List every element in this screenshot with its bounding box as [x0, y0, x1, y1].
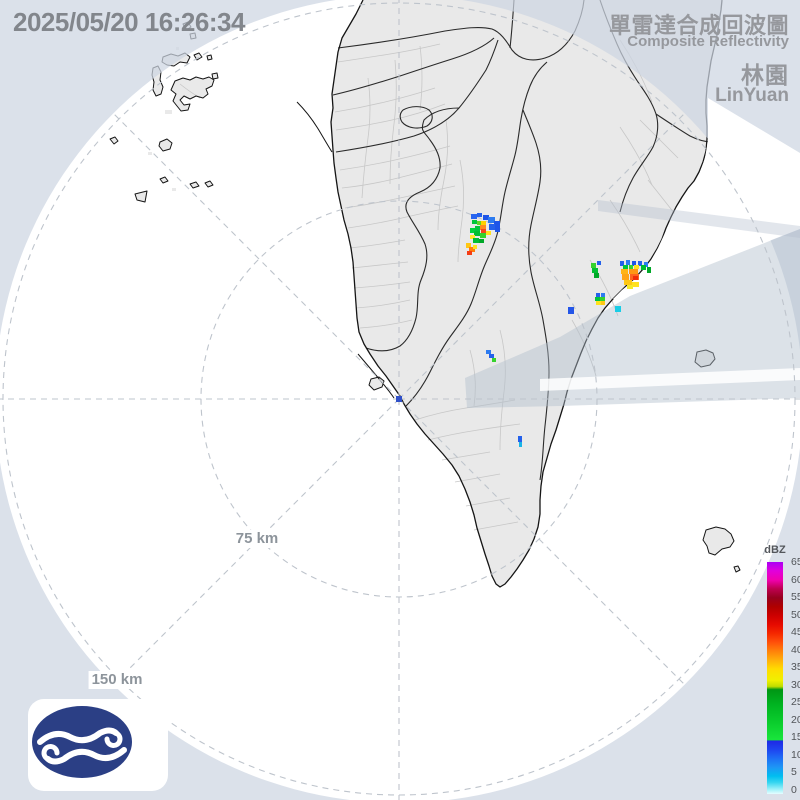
echo-cell [477, 221, 481, 225]
radar-site-marker [396, 396, 402, 402]
range-label-150km: 150 km [88, 671, 146, 689]
echo-cell [479, 239, 484, 243]
station-name-zh: 林園 [741, 62, 789, 88]
echo-cell [474, 231, 480, 236]
coastline [109, 0, 741, 588]
colorbar [767, 562, 783, 794]
echo-cell [473, 245, 477, 249]
echo-cell [601, 301, 605, 305]
echo-cell [595, 297, 600, 301]
colorbar-tick: 25 [791, 696, 800, 709]
echo-cell [489, 224, 495, 230]
colorbar-tick: 35 [791, 661, 800, 674]
colorbar-tick: 10 [791, 748, 800, 761]
echo-cell [494, 221, 500, 227]
echo-cell [638, 261, 642, 266]
echo-cell [519, 442, 522, 447]
blockage-wedge-main [465, 229, 800, 408]
echo-cell [629, 265, 633, 269]
green-island [695, 350, 715, 367]
taiwan-mainland [331, 0, 722, 587]
logo-wave-icon [37, 727, 127, 765]
range-ring-75km [200, 200, 598, 598]
echo-cell [620, 261, 624, 266]
range-label-75km: 75 km [232, 530, 282, 548]
timestamp: 2025/05/20 16:26:34 [13, 7, 245, 37]
echo-cell [488, 217, 495, 223]
echo-cell [632, 261, 636, 266]
echo-cell [568, 307, 574, 314]
echo-cell [626, 260, 630, 265]
cwa-logo [28, 699, 168, 791]
clear-sector-northeast [613, 98, 800, 300]
echo-cell [596, 301, 601, 305]
echo-cell [641, 265, 646, 270]
echo-cell [629, 269, 638, 274]
colorbar-tick: 5 [791, 766, 797, 779]
echo-cell [475, 226, 480, 231]
colorbar-tick: 30 [791, 678, 800, 691]
echo-cell [481, 221, 486, 226]
colorbar-tick: 60 [791, 573, 800, 586]
echo-cell [592, 268, 598, 273]
blockage-band-north [598, 200, 800, 238]
echo-cell [467, 251, 472, 255]
echo-cell [596, 293, 600, 297]
echo-cell [481, 229, 486, 233]
echo-cell [597, 261, 601, 265]
lanyu-island [703, 527, 734, 555]
colorbar-unit-label: dBZ [764, 544, 786, 556]
echo-cell [624, 280, 632, 285]
echo-cell [594, 273, 599, 278]
product-title-zh: 單雷達合成回波圖 [608, 13, 789, 38]
echo-cell [489, 354, 494, 358]
echo-cell [466, 243, 471, 248]
echo-cell [470, 228, 475, 233]
echo-cell [483, 215, 489, 220]
echo-cell [633, 276, 638, 280]
sandbar-spit [296, 101, 333, 153]
echo-cell [600, 297, 605, 301]
colorbar-tick: 65 [791, 556, 800, 568]
echo-cell [471, 214, 477, 219]
station-name-en: LinYuan [715, 85, 789, 106]
echo-cell [469, 247, 475, 252]
echo-cell [634, 265, 639, 269]
colorbar-tick: 50 [791, 608, 800, 621]
echo-cell [495, 227, 500, 232]
echo-cell [473, 238, 479, 243]
colorbar-tick: 0 [791, 784, 797, 797]
echo-cell [621, 269, 628, 274]
colorbar-tick: 40 [791, 643, 800, 656]
colorbar-tick: 15 [791, 731, 800, 744]
echo-cell [601, 293, 605, 297]
echo-cell [591, 263, 596, 268]
echo-cell [647, 267, 651, 273]
beam-blockage-wedges [465, 200, 800, 408]
echo-cell [472, 220, 477, 224]
echo-cell [477, 213, 482, 217]
echo-cell [492, 358, 496, 362]
echo-cell [486, 350, 491, 354]
echo-cells [466, 213, 651, 447]
echo-cell [644, 262, 648, 267]
blockage-gap-white [540, 368, 800, 391]
echo-cell [480, 225, 486, 230]
echo-cell [486, 231, 491, 235]
colorbar-tick: 20 [791, 713, 800, 726]
colorbar-tick: 45 [791, 626, 800, 639]
echo-cell [623, 265, 628, 269]
product-title-en: Composite Reflectivity [627, 33, 789, 50]
echo-cell [615, 306, 621, 312]
echo-cell [518, 436, 522, 442]
echo-cell [622, 274, 629, 280]
echo-cell [470, 235, 475, 239]
colorbar-tick: 55 [791, 591, 800, 604]
echo-cell [480, 233, 486, 238]
echo-cell [627, 285, 633, 289]
echo-cell [632, 282, 639, 287]
